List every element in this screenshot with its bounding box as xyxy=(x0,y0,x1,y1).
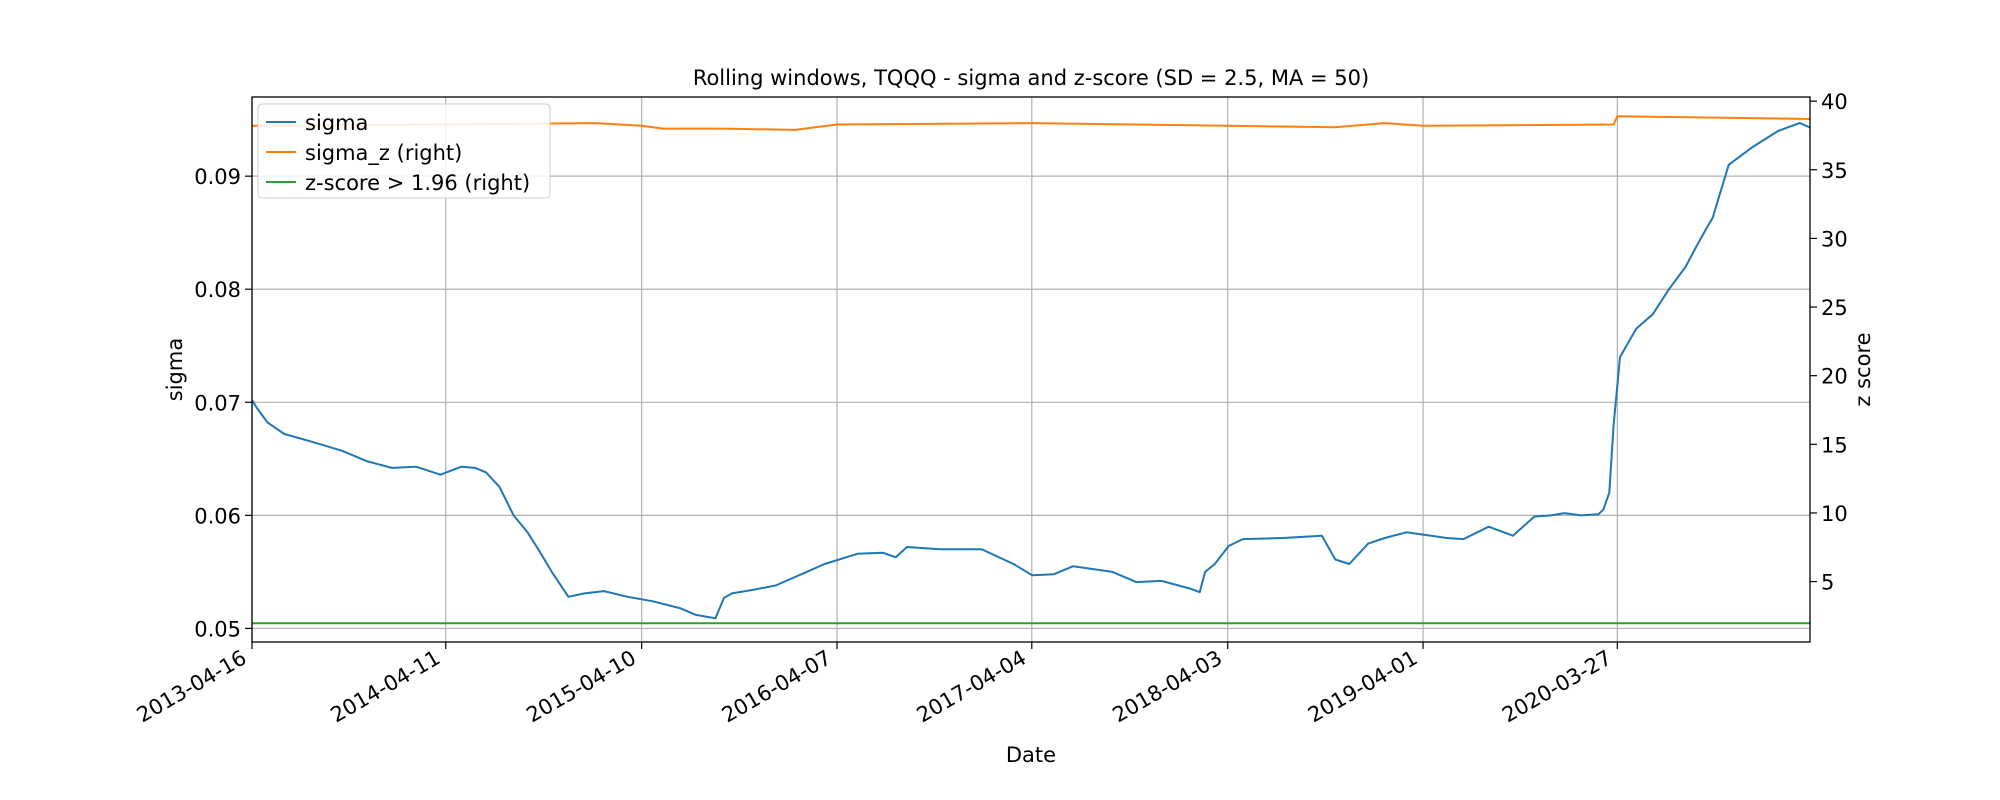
y-tick-label-right: 20 xyxy=(1821,365,1848,389)
y-tick-label-right: 15 xyxy=(1821,433,1848,457)
y-tick-label-right: 30 xyxy=(1821,227,1848,251)
y-tick-label-left: 0.05 xyxy=(194,617,241,641)
series-line-1 xyxy=(251,122,1811,620)
y-tick-label-right: 25 xyxy=(1821,296,1848,320)
x-axis-label: Date xyxy=(1006,743,1056,767)
legend-label-3: z-score > 1.96 (right) xyxy=(305,171,530,195)
y-tick-label-left: 0.09 xyxy=(194,165,241,189)
plot-series xyxy=(251,115,1811,625)
y-tick-label-right: 40 xyxy=(1821,90,1848,114)
y-axis-label-left: sigma xyxy=(163,338,187,401)
legend-box xyxy=(257,103,551,199)
y-tick-label-right: 5 xyxy=(1821,571,1834,595)
y-axis-label-right: z score xyxy=(1851,332,1875,406)
y-tick-label-right: 10 xyxy=(1821,502,1848,526)
legend-label-2: sigma_z (right) xyxy=(305,141,462,166)
y-tick-label-right: 35 xyxy=(1821,159,1848,183)
y-tick-label-left: 0.07 xyxy=(194,391,241,415)
y-tick-label-left: 0.08 xyxy=(194,278,241,302)
y-tick-label-left: 0.06 xyxy=(194,504,241,528)
legend: sigma sigma_z (right) z-score > 1.96 (righ… xyxy=(257,103,551,199)
chart-title: Rolling windows, TQQQ - sigma and z-scor… xyxy=(693,66,1369,90)
legend-label-1: sigma xyxy=(305,111,368,135)
plot-frame xyxy=(251,96,1811,643)
series-line-2 xyxy=(251,115,1811,131)
